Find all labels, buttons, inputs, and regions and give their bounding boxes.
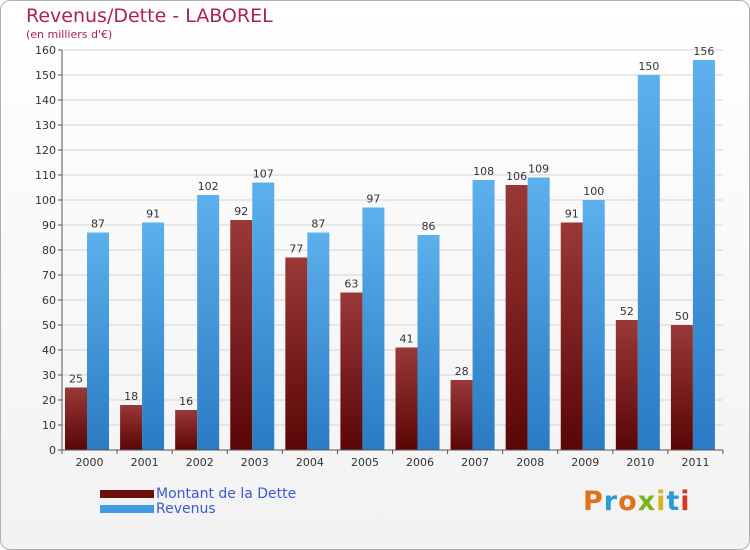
y-tick-label: 150 [35, 69, 56, 82]
data-label-dette: 77 [289, 243, 303, 256]
data-label-dette: 25 [69, 373, 83, 386]
bar-revenus [197, 195, 220, 450]
data-label-revenus: 86 [422, 220, 436, 233]
data-label-revenus: 87 [91, 218, 105, 231]
x-tick-label: 2009 [571, 456, 599, 469]
y-tick-label: 70 [42, 269, 56, 282]
bar-dette [285, 257, 308, 450]
bar-dette [615, 320, 638, 450]
bar-dette [175, 410, 198, 450]
data-label-revenus: 97 [366, 193, 380, 206]
x-tick-label: 2005 [351, 456, 379, 469]
x-tick-label: 2003 [241, 456, 269, 469]
y-tick-label: 140 [35, 94, 56, 107]
y-tick-label: 130 [35, 119, 56, 132]
data-label-dette: 28 [455, 365, 469, 378]
bar-dette [120, 405, 143, 450]
chart-subtitle: (en milliers d'€) [26, 28, 113, 41]
x-tick-label: 2010 [626, 456, 654, 469]
logo-letter: P [583, 486, 604, 517]
y-tick-label: 100 [35, 194, 56, 207]
data-label-dette: 41 [400, 333, 414, 346]
data-label-revenus: 109 [528, 163, 549, 176]
legend-item-debt: Montant de la Dette [100, 485, 297, 502]
bar-revenus [307, 232, 330, 450]
logo-letter: i [680, 486, 691, 517]
y-tick-label: 80 [42, 244, 56, 257]
legend-swatch-debt [100, 489, 154, 498]
data-label-dette: 106 [506, 170, 527, 183]
bar-revenus [692, 60, 715, 450]
y-tick-label: 120 [35, 144, 56, 157]
data-label-revenus: 107 [253, 168, 274, 181]
y-tick-label: 160 [35, 44, 56, 57]
legend-label-debt: Montant de la Dette [156, 485, 297, 502]
data-label-dette: 50 [675, 310, 689, 323]
bar-dette [65, 387, 87, 450]
legend-label-revenus: Revenus [156, 500, 216, 517]
data-label-dette: 92 [234, 205, 248, 218]
bar-dette [340, 292, 363, 450]
chart-title: Revenus/Dette - LABOREL [26, 5, 273, 27]
data-label-dette: 16 [179, 395, 193, 408]
data-label-revenus: 87 [311, 218, 325, 231]
bar-dette [560, 222, 583, 450]
data-label-revenus: 108 [473, 165, 494, 178]
bar-revenus [142, 222, 165, 450]
x-tick-label: 2002 [186, 456, 214, 469]
x-tick-label: 2011 [681, 456, 709, 469]
y-tick-label: 0 [49, 444, 56, 457]
bar-revenus [582, 200, 605, 450]
data-label-revenus: 150 [638, 60, 659, 73]
data-label-revenus: 91 [146, 208, 160, 221]
y-tick-label: 50 [42, 319, 56, 332]
bar-revenus [87, 232, 109, 450]
y-tick-label: 60 [42, 294, 56, 307]
y-tick-label: 10 [42, 419, 56, 432]
bar-dette [395, 347, 418, 450]
legend-item-revenus: Revenus [100, 500, 296, 517]
y-tick-label: 30 [42, 369, 56, 382]
legend: Montant de la Dette Revenus [100, 485, 297, 517]
x-tick-label: 2001 [131, 456, 159, 469]
x-tick-label: 2008 [516, 456, 544, 469]
bar-dette [670, 325, 693, 450]
legend-swatch-revenus [100, 504, 154, 513]
data-label-revenus: 100 [583, 185, 604, 198]
y-tick-label: 20 [42, 394, 56, 407]
bar-dette [450, 380, 473, 450]
logo-letter: t [666, 486, 681, 517]
data-label-dette: 63 [344, 278, 358, 291]
x-tick-label: 2004 [296, 456, 324, 469]
y-tick-label: 110 [35, 169, 56, 182]
logo-letter: i [656, 486, 667, 517]
y-tick-label: 90 [42, 219, 56, 232]
proxiti-logo: Proxiti [583, 486, 691, 517]
bar-dette [505, 185, 528, 450]
data-label-dette: 52 [620, 305, 634, 318]
bar-revenus [472, 180, 495, 450]
data-label-dette: 18 [124, 390, 138, 403]
bar-revenus [252, 182, 275, 450]
bar-revenus [417, 235, 440, 450]
bar-revenus [527, 177, 550, 450]
bar-revenus [362, 207, 385, 450]
x-tick-label: 2006 [406, 456, 434, 469]
y-tick-label: 40 [42, 344, 56, 357]
logo-letter: x [637, 486, 657, 517]
x-tick-label: 2000 [76, 456, 104, 469]
x-tick-label: 2007 [461, 456, 489, 469]
logo-letter: r [603, 486, 619, 517]
logo-letter: o [618, 486, 638, 517]
bar-revenus [637, 75, 660, 450]
data-label-dette: 91 [565, 208, 579, 221]
data-label-revenus: 102 [198, 180, 219, 193]
data-label-revenus: 156 [693, 45, 714, 58]
bar-dette [230, 220, 253, 450]
